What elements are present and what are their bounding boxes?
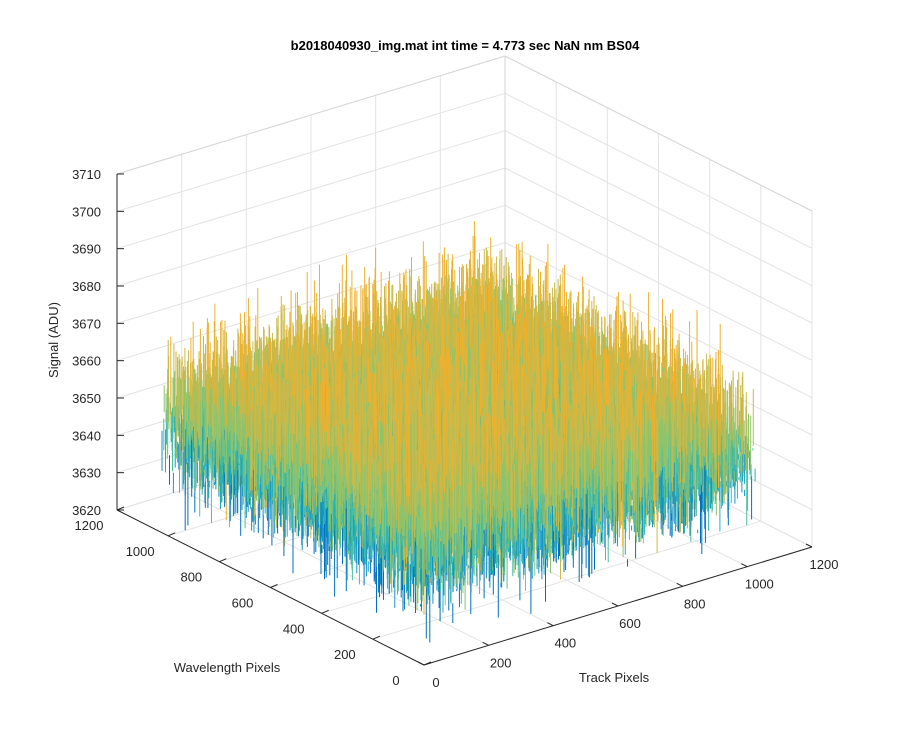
surface-mesh: [162, 221, 755, 642]
